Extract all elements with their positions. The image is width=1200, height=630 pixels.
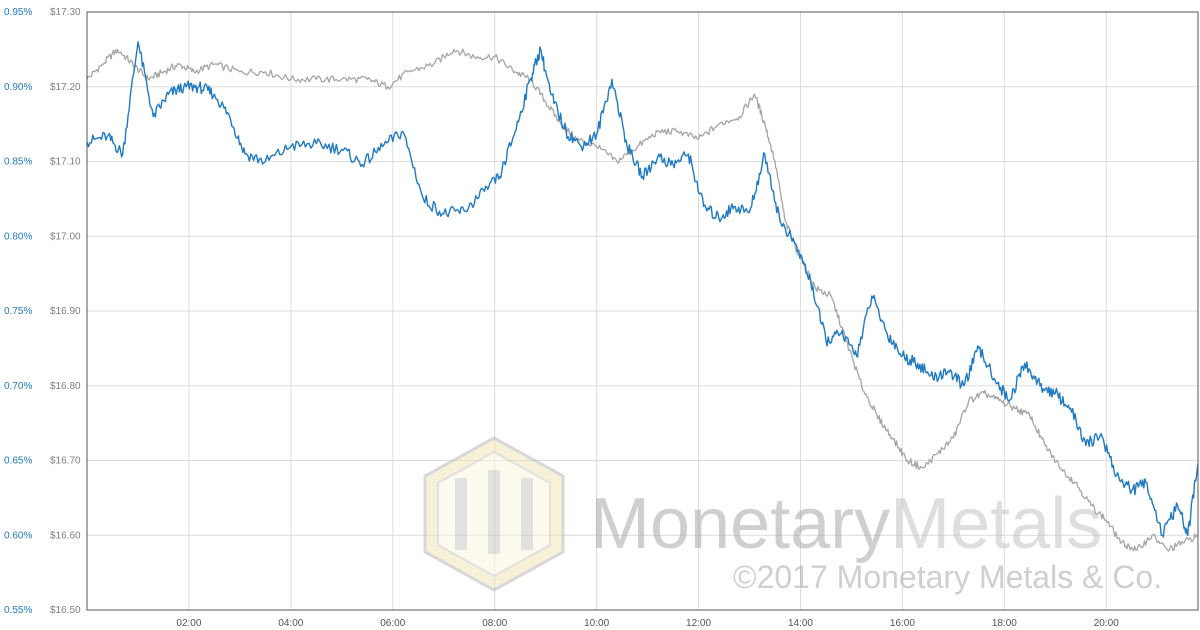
price-tick-label: $17.20 <box>50 82 81 93</box>
x-tick-label: 12:00 <box>686 618 711 629</box>
price-tick-label: $17.30 <box>50 7 81 18</box>
left-tick-label: 0.75% <box>4 306 32 317</box>
left-tick-label: 0.70% <box>4 381 32 392</box>
price-tick-label: $16.80 <box>50 381 81 392</box>
left-tick-label: 0.80% <box>4 231 32 242</box>
left-tick-label: 0.65% <box>4 456 32 467</box>
blue-series-line <box>86 41 1199 538</box>
watermark-brand-word1: Monetary <box>590 484 890 564</box>
left-tick-label: 0.55% <box>4 605 32 616</box>
left-tick-label: 0.60% <box>4 530 32 541</box>
price-axis-ticks: $17.30 $17.20 $17.10 $17.00 $16.90 $16.80 $16.… <box>50 7 81 616</box>
price-tick-label: $16.60 <box>50 530 81 541</box>
series-layer <box>86 41 1199 552</box>
price-tick-label: $17.00 <box>50 231 81 242</box>
watermark-brand-word2: Metals <box>890 484 1102 564</box>
watermark-logo-icon <box>423 436 565 592</box>
x-tick-label: 02:00 <box>176 618 201 629</box>
x-tick-label: 20:00 <box>1094 618 1119 629</box>
plot-frame <box>86 11 1199 611</box>
grid-lines <box>87 12 1198 610</box>
x-axis-ticks: 02:00 04:00 06:00 08:00 10:00 12:00 14:00 16:00… <box>176 618 1119 629</box>
x-tick-label: 04:00 <box>278 618 303 629</box>
watermark-copyright: ©2017 Monetary Metals & Co. <box>733 559 1162 595</box>
x-tick-label: 14:00 <box>788 618 813 629</box>
x-tick-label: 06:00 <box>380 618 405 629</box>
grey-series-line <box>86 48 1199 552</box>
x-tick-label: 08:00 <box>482 618 507 629</box>
left-axis-ticks: 0.95% 0.90% 0.85% 0.80% 0.75% 0.70% 0.65% 0.60%… <box>4 7 32 616</box>
watermark: MonetaryMetals ©2017 Monetary Metals & C… <box>423 436 1162 595</box>
left-tick-label: 0.85% <box>4 157 32 168</box>
left-tick-label: 0.90% <box>4 82 32 93</box>
price-tick-label: $16.50 <box>50 605 81 616</box>
price-tick-label: $16.90 <box>50 306 81 317</box>
x-tick-label: 18:00 <box>992 618 1017 629</box>
price-tick-label: $16.70 <box>50 456 81 467</box>
x-tick-label: 10:00 <box>584 618 609 629</box>
x-tick-label: 16:00 <box>890 618 915 629</box>
watermark-brand: MonetaryMetals <box>590 484 1102 564</box>
price-tick-label: $17.10 <box>50 157 81 168</box>
left-tick-label: 0.95% <box>4 7 32 18</box>
